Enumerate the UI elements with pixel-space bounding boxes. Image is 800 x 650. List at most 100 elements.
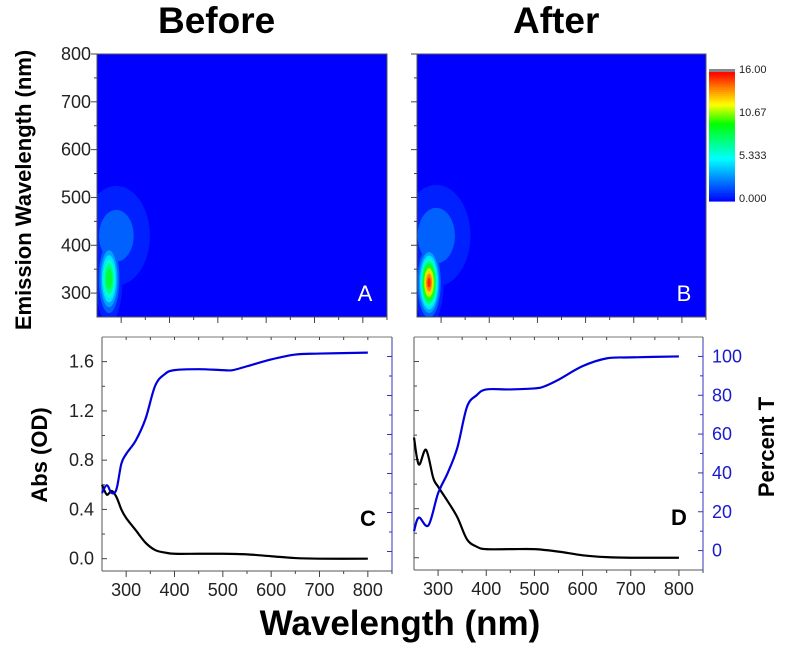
y-tick-label: 500 <box>61 187 91 207</box>
colorbar-segment <box>709 104 735 107</box>
percent-t-line <box>101 351 368 495</box>
colorbar-segment <box>709 147 735 150</box>
y-tick-label: 1.2 <box>69 401 94 421</box>
colorbar-segment <box>709 168 735 172</box>
colorbar-tick-label: 16.00 <box>739 64 767 76</box>
y2-tick-label: 20 <box>712 502 732 522</box>
colorbar-segment <box>709 188 735 191</box>
colorbar-segment <box>709 89 735 92</box>
colorbar-tick-label: 0.000 <box>739 193 767 205</box>
colorbar-segment <box>709 151 735 155</box>
x-tick-label: 600 <box>568 579 598 599</box>
colorbar-segment <box>709 123 735 127</box>
colorbar-segment <box>709 177 735 181</box>
colorbar-segment <box>709 78 735 82</box>
colorbar-segment <box>709 121 735 125</box>
colorbar-segment <box>709 183 735 187</box>
panel-label: C <box>360 506 376 531</box>
colorbar-segment <box>709 74 735 77</box>
colorbar-segment <box>709 102 735 105</box>
y2-tick-label: 0 <box>712 541 722 561</box>
colorbar-segment <box>709 106 735 110</box>
y-tick-label: 0.4 <box>69 499 94 519</box>
contours <box>417 184 471 317</box>
colorbar-segment <box>709 170 735 174</box>
panel-B: B 16.00 10.67 5.333 0.000 <box>411 53 767 323</box>
colorbar-segment <box>709 179 735 183</box>
heatmap-background <box>97 54 387 317</box>
colorbar-segment <box>709 185 735 189</box>
contour-level <box>98 209 134 262</box>
colorbar-segment <box>709 76 735 80</box>
colorbar-segment <box>709 166 735 170</box>
colorbar-segment <box>709 72 735 75</box>
percent-t-line <box>412 355 679 532</box>
colorbar-segment <box>709 127 735 131</box>
y2-tick-label: 60 <box>712 424 732 444</box>
contour-level <box>105 268 113 289</box>
colorbar-segment <box>709 196 735 200</box>
colorbar-segment <box>709 125 735 129</box>
panel-label: A <box>358 281 373 306</box>
colorbar-segment <box>709 132 735 135</box>
x-tick-label: 800 <box>664 579 694 599</box>
colorbar-segment <box>709 93 735 97</box>
colorbar-segment <box>709 158 735 161</box>
colorbar-segment <box>709 91 735 95</box>
colorbar-segment <box>709 119 735 123</box>
colorbar-segment <box>709 149 735 153</box>
colorbar-segment <box>709 136 735 140</box>
abs-line <box>100 484 368 560</box>
abs-line <box>412 437 679 559</box>
colorbar-tick-label: 5.333 <box>739 150 767 162</box>
x-tick-label: 400 <box>471 579 501 599</box>
colorbar-segment <box>709 194 735 198</box>
colorbar-segment <box>709 87 735 90</box>
x-tick-label: 600 <box>256 580 286 600</box>
x-tick-label: 800 <box>353 580 383 600</box>
colorbar-segment <box>709 145 735 148</box>
colorbar-cap <box>709 69 735 72</box>
panel-label: B <box>677 281 692 306</box>
colorbar-segment <box>709 97 735 101</box>
colorbar-segment <box>709 153 735 157</box>
colorbar-segment <box>709 164 735 168</box>
x-tick-label: 500 <box>519 579 549 599</box>
colorbar-segment <box>709 181 735 185</box>
panel-C: 300 400 500 600 700 800 0.0 0.4 0.8 1.2 1.6 C <box>69 336 393 600</box>
colorbar-segment <box>709 162 735 166</box>
x-tick-label: 300 <box>423 579 453 599</box>
contours <box>97 185 150 317</box>
colorbar-segment <box>709 134 735 138</box>
y-tick-label: 600 <box>61 140 91 160</box>
colorbar-segment <box>709 140 735 144</box>
colorbar-segment <box>709 173 735 176</box>
panel-D: 300 400 500 600 700 800 0 20 40 60 80 100 D <box>412 336 742 599</box>
y-tick-label: 0.0 <box>69 549 94 569</box>
colorbar-tick-label: 10.67 <box>739 107 767 119</box>
colorbar-segment <box>709 192 735 196</box>
colorbar-segment <box>709 155 735 159</box>
colorbar-segment <box>709 175 735 178</box>
y-tick-label: 400 <box>61 235 91 255</box>
x-axis-label: Wavelength (nm) <box>259 604 541 643</box>
colorbar-segment <box>709 115 735 118</box>
colorbar-segment <box>709 110 735 114</box>
colorbar-segment <box>709 80 735 84</box>
panel-label: D <box>671 505 687 530</box>
colorbar-segment <box>709 95 735 99</box>
colorbar-segment <box>709 198 735 202</box>
colorbar-segment <box>709 130 735 133</box>
x-tick-label: 500 <box>208 580 238 600</box>
y2-tick-label: 100 <box>712 346 742 366</box>
x-tick-label: 700 <box>304 580 334 600</box>
y-tick-label: 1.6 <box>69 352 94 372</box>
heatmap-background <box>417 54 706 317</box>
colorbar-segment <box>709 138 735 142</box>
x-tick-label: 300 <box>111 580 141 600</box>
colorbar-segment <box>709 84 735 88</box>
panel-A: 300 400 500 600 700 800 A <box>61 44 388 323</box>
colorbar-segment <box>709 117 735 120</box>
title-after: After <box>513 0 600 41</box>
